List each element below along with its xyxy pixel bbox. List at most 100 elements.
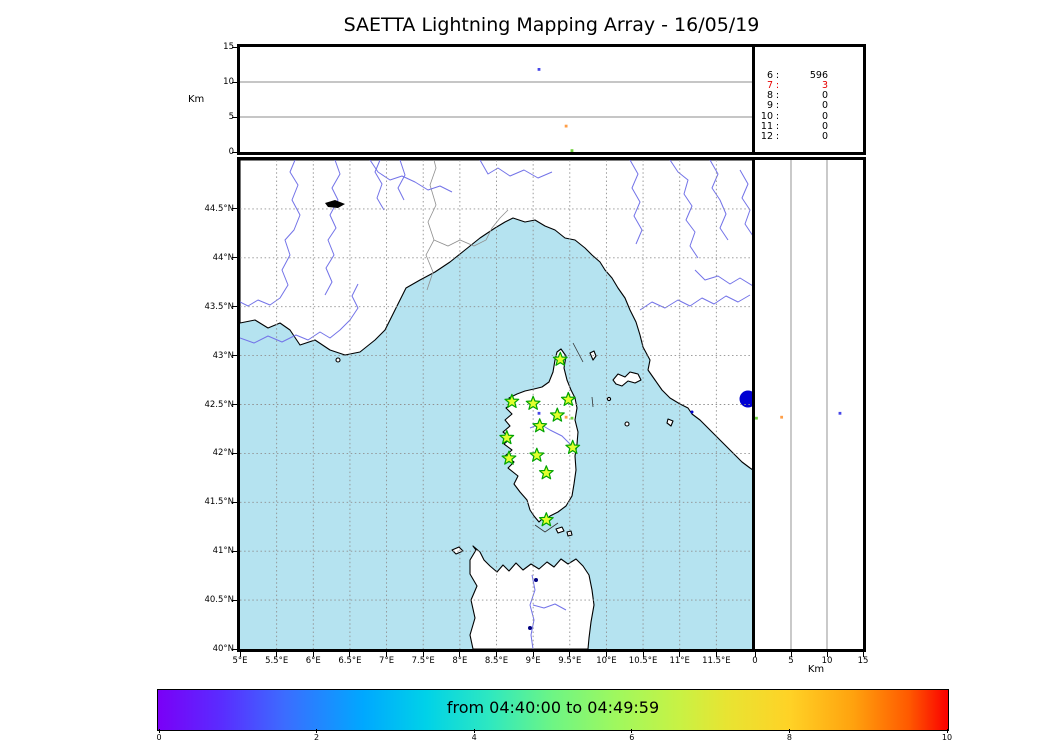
- alt-axis-tick: [232, 151, 237, 153]
- count-label: 7: [766, 80, 773, 92]
- colorbar-title: from 04:40:00 to 04:49:59: [446, 698, 660, 717]
- count-separator: :: [775, 120, 780, 132]
- count-value: 596: [809, 70, 828, 81]
- latitude-tick-label: 40°N: [212, 644, 234, 654]
- colorbar-tick: [788, 729, 790, 733]
- latitude-tick: [232, 550, 237, 552]
- border-line: [433, 209, 509, 247]
- coastline-fragments: [534, 342, 594, 533]
- count-separator: :: [775, 130, 780, 142]
- count-label: 8: [766, 90, 773, 102]
- alt-axis-tick-label: 10: [223, 77, 234, 87]
- lma-stations: [499, 351, 581, 527]
- latitude-tick: [232, 648, 237, 650]
- colorbar-tick: [631, 729, 633, 733]
- longitude-tick: [349, 652, 351, 657]
- lightning-source-point: [570, 149, 574, 152]
- longitude-tick: [312, 652, 314, 657]
- longitude-tick: [532, 652, 534, 657]
- altitude-longitude-plot: [240, 68, 753, 152]
- latitude-tick-label: 43.5°N: [204, 301, 234, 312]
- station-count-row: 12: 0: [755, 130, 863, 142]
- station-star-marker: [501, 450, 517, 465]
- colorbar-tick-label: 2: [314, 733, 320, 742]
- longitude-tick-label: 9°E: [525, 656, 541, 666]
- longitude-tick-label: 11.5°E: [702, 656, 731, 666]
- longitude-tick-label: 10°E: [596, 656, 617, 666]
- longitude-tick: [679, 652, 681, 657]
- count-separator: :: [775, 110, 780, 122]
- longitude-tick: [715, 652, 717, 657]
- count-label: 11: [760, 120, 773, 132]
- sardinia-lake: [534, 578, 538, 582]
- longitude-tick-label: 7.5°E: [411, 656, 435, 666]
- latitude-tick-label: 41.5°N: [204, 497, 234, 508]
- alt-axis-tick-label: 15: [223, 42, 234, 52]
- alt-axis-tick-label: 5: [788, 656, 794, 666]
- latitude-tick: [232, 404, 237, 405]
- station-count-row: 10: 0: [755, 110, 863, 122]
- latitude-tick: [232, 452, 237, 454]
- longitude-tick: [459, 652, 461, 657]
- station-star-marker: [549, 407, 565, 422]
- station-count-row: 9: 0: [755, 101, 863, 111]
- count-value: 0: [821, 110, 828, 122]
- latitude-tick: [232, 501, 237, 503]
- count-label: 9: [766, 100, 773, 112]
- longitude-tick-label: 6.5°E: [338, 656, 362, 666]
- altitude-axis-label-bottom: Km: [807, 664, 825, 675]
- station-star-marker: [499, 430, 515, 445]
- alt-axis-tick: [862, 652, 864, 657]
- longitude-tick: [239, 652, 241, 657]
- border-line: [425, 160, 437, 291]
- colorbar-tick: [946, 729, 948, 733]
- longitude-tick-label: 10.5°E: [628, 656, 658, 666]
- lightning-source-point: [755, 416, 758, 420]
- longitude-tick-label: 8.5°E: [484, 656, 509, 666]
- longitude-tick-label: 7°E: [379, 656, 395, 666]
- count-label: 12: [760, 130, 773, 142]
- count-separator: :: [775, 70, 780, 81]
- pianosa-island: [606, 396, 612, 402]
- argentario-lagoon: [690, 410, 694, 414]
- alt-axis-tick: [232, 46, 237, 48]
- longitude-tick: [422, 652, 424, 657]
- station-count-row: 8: 0: [755, 91, 863, 101]
- colorbar-tick: [473, 729, 475, 733]
- latitude-tick: [232, 208, 237, 210]
- country-borders: [425, 160, 509, 291]
- alt-axis-tick: [826, 652, 828, 657]
- station-star-marker: [538, 512, 554, 527]
- lightning-source-point: [564, 415, 568, 419]
- rivers: [240, 160, 753, 649]
- time-colorbar: from 04:40:00 to 04:49:59: [157, 689, 949, 731]
- lightning-source-point: [838, 411, 842, 415]
- latitude-tick-label: 44.5°N: [204, 203, 234, 214]
- count-label: 6: [766, 70, 773, 81]
- colorbar-tick-label: 10: [941, 733, 953, 742]
- longitude-tick-label: 5°E: [232, 656, 248, 666]
- giglio-island: [666, 418, 674, 427]
- count-value: 0: [821, 120, 828, 132]
- count-label: 10: [760, 110, 773, 122]
- altitude-vs-longitude-panel: [237, 44, 756, 155]
- latitude-tick-label: 44°N: [212, 252, 234, 263]
- mainland-coast: [240, 160, 753, 471]
- longitude-tick-label: 9.5°E: [558, 656, 582, 666]
- latitude-tick-label: 42°N: [212, 448, 234, 459]
- lightning-source-point: [570, 416, 574, 420]
- station-count-row: 7: 3: [755, 80, 863, 92]
- lightning-source-point: [537, 68, 541, 71]
- latitude-tick: [232, 306, 237, 308]
- station-star-marker: [504, 393, 520, 408]
- maddalena-islands: [555, 526, 573, 537]
- longitude-tick-label: 6°E: [305, 656, 321, 666]
- alt-axis-tick-label: 0: [174, 147, 234, 157]
- count-separator: :: [775, 90, 780, 102]
- lakes: [325, 200, 753, 630]
- map: [240, 160, 753, 649]
- latitude-tick-label: 41°N: [212, 546, 234, 557]
- longitude-tick: [276, 652, 278, 657]
- count-separator: :: [775, 100, 780, 112]
